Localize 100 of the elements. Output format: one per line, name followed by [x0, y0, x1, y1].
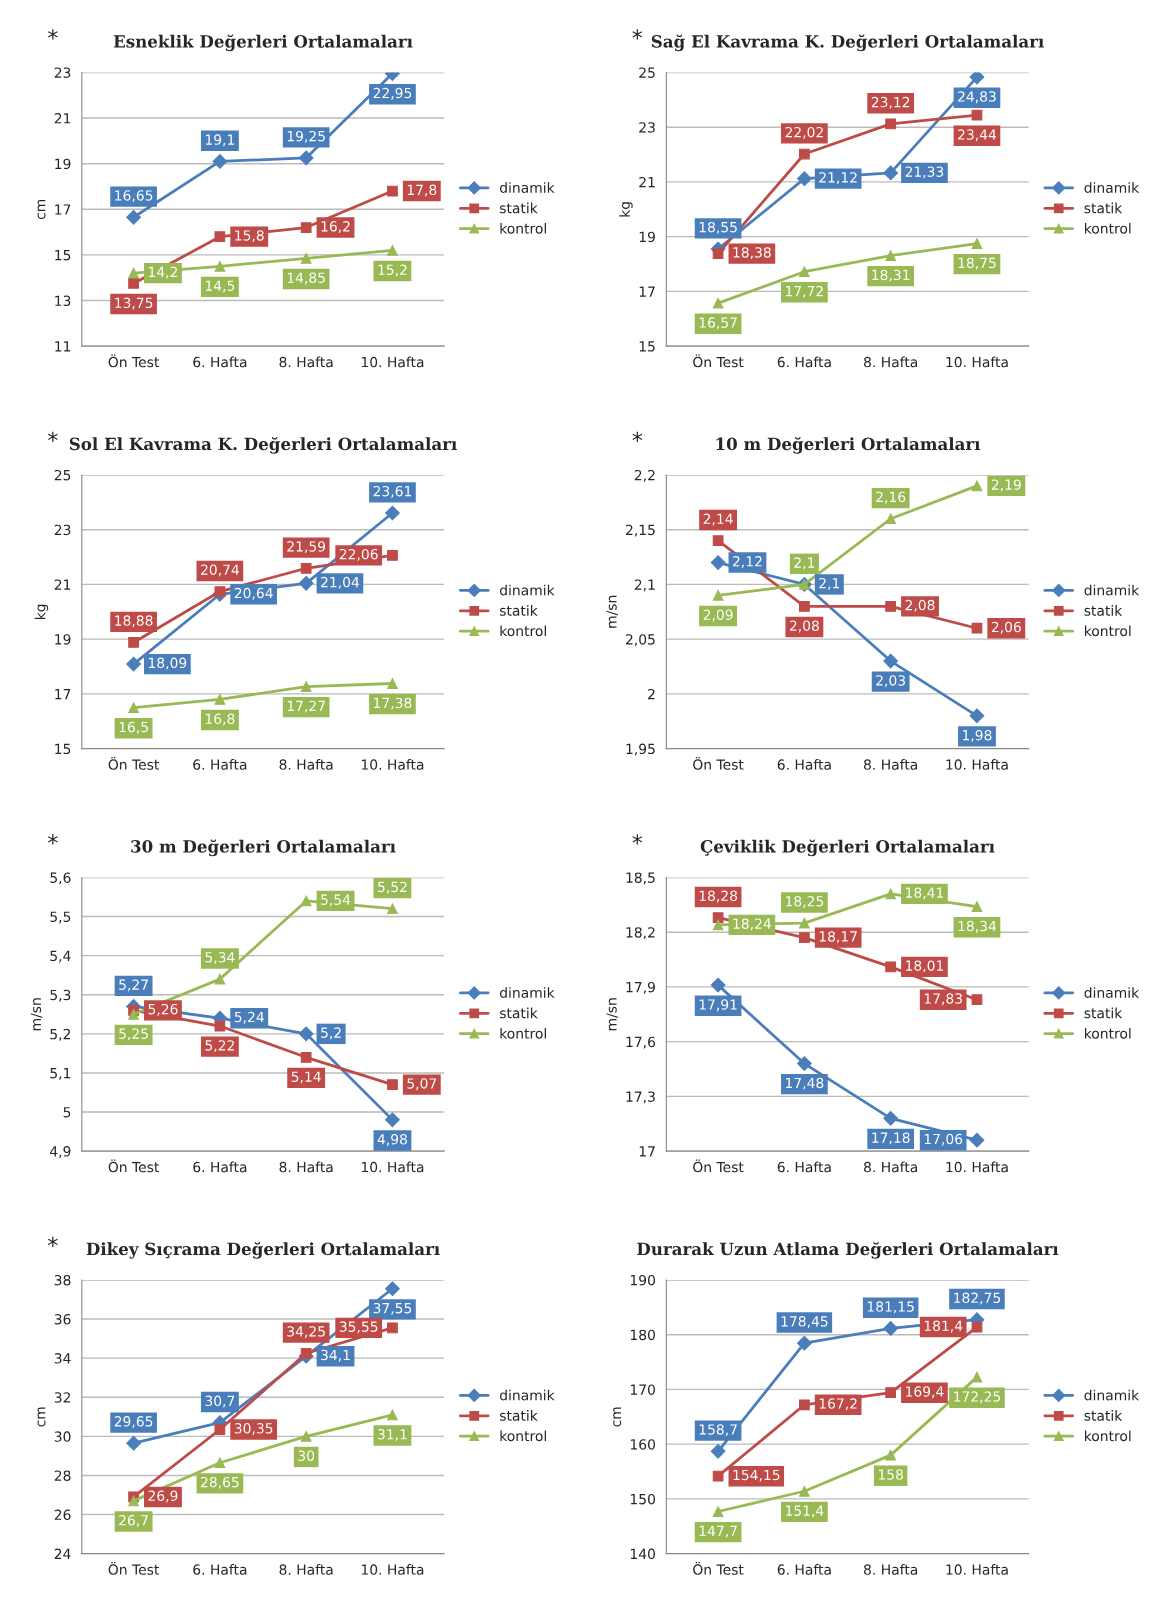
- point: [885, 888, 897, 900]
- point: [126, 656, 141, 672]
- point: [712, 1506, 724, 1517]
- y-tick-label: 17: [639, 1146, 655, 1157]
- y-tick-label: 19: [55, 634, 71, 645]
- y-tick-label: 23: [639, 122, 655, 133]
- x-tick-label: 8. Hafta: [279, 759, 333, 770]
- data-label: 15,2: [378, 264, 407, 277]
- data-label: 29,65: [114, 1416, 153, 1429]
- legend-label: statik: [499, 1007, 538, 1019]
- y-tick-label: 180: [630, 1329, 655, 1341]
- point: [300, 1051, 312, 1063]
- data-label: 20,64: [234, 587, 273, 600]
- x-tick-label: Ön Test: [108, 756, 160, 770]
- data-label: 19,1: [205, 134, 235, 147]
- point: [712, 248, 724, 260]
- point: [969, 708, 985, 724]
- legend-label: statik: [499, 1410, 538, 1421]
- x-tick-label: 6. Hafta: [193, 356, 247, 368]
- y-axis-title: m/sn: [606, 998, 618, 1031]
- point: [799, 1485, 810, 1497]
- data-label: 2,08: [789, 620, 819, 633]
- point: [387, 903, 398, 915]
- legend-label: statik: [1084, 605, 1123, 616]
- y-axis-title: kg: [34, 604, 49, 619]
- point: [128, 1008, 139, 1020]
- y-tick-label: 5,2: [50, 1028, 71, 1041]
- point: [214, 260, 226, 272]
- point: [971, 994, 983, 1006]
- y-tick-label: 2,15: [626, 524, 655, 537]
- text: *: [632, 431, 643, 442]
- data-label: 24,83: [958, 91, 996, 104]
- data-label: 15,8: [235, 230, 264, 243]
- x-tick-label: 6. Hafta: [777, 356, 831, 368]
- data-label: 158: [878, 1469, 903, 1480]
- y-tick-label: 21: [639, 176, 655, 188]
- x-tick-label: Ön Test: [693, 1561, 744, 1575]
- data-label: 5,27: [119, 979, 148, 992]
- y-tick-label: 26: [54, 1509, 71, 1521]
- y-axis-title: cm: [37, 1407, 46, 1427]
- y-tick-label: 17: [55, 204, 71, 215]
- data-label: 22,95: [373, 87, 412, 100]
- x-tick-label: 10. Hafta: [361, 356, 424, 368]
- data-label: 30,7: [205, 1395, 235, 1408]
- point: [300, 1430, 312, 1442]
- data-label: 13,75: [115, 297, 153, 310]
- x-tick-label: 10. Hafta: [361, 1161, 424, 1173]
- y-tick-label: 13: [55, 295, 71, 307]
- chart-title: Sağ El Kavrama K. Değerleri Ortalamaları: [651, 34, 1044, 52]
- point: [799, 266, 810, 278]
- y-tick-label: 34: [54, 1353, 71, 1364]
- point: [300, 252, 312, 264]
- data-label: 18,88: [115, 615, 153, 628]
- point: [712, 297, 724, 309]
- data-label: 18,25: [786, 895, 824, 908]
- y-tick-label: 15: [639, 341, 655, 352]
- point: [799, 917, 810, 929]
- y-tick-label: 23: [54, 524, 71, 536]
- data-label: 167,2: [819, 1398, 857, 1411]
- data-label: 26,7: [119, 1515, 148, 1527]
- data-label: 2,12: [733, 556, 762, 568]
- data-label: 30,35: [234, 1423, 273, 1435]
- legend-label: kontrol: [500, 625, 546, 637]
- y-axis-title: m/sn: [30, 998, 43, 1031]
- point: [126, 1435, 141, 1451]
- chart-title: Esneklik Değerleri Ortalamaları: [113, 34, 413, 52]
- point: [212, 154, 228, 169]
- point: [300, 222, 312, 233]
- data-label: 22,02: [785, 126, 823, 139]
- y-tick-label: 25: [639, 67, 655, 78]
- y-tick-label: 15: [55, 743, 71, 755]
- point: [885, 250, 897, 261]
- x-tick-label: 8. Hafta: [279, 1161, 333, 1173]
- x-tick-label: 8. Hafta: [279, 1564, 333, 1575]
- data-label: 2,09: [703, 609, 733, 622]
- chart-title: Durarak Uzun Atlama Değerleri Ortalamaları: [637, 1242, 1059, 1259]
- y-tick-label: 17,3: [626, 1091, 655, 1104]
- data-label: 23,44: [958, 129, 997, 142]
- y-tick-label: 17: [55, 689, 71, 700]
- legend-label: dinamik: [1084, 1389, 1140, 1401]
- point: [298, 150, 314, 166]
- data-label: 16,5: [119, 721, 148, 734]
- x-tick-label: 8. Hafta: [864, 1161, 918, 1173]
- y-tick-label: 5,5: [50, 911, 71, 924]
- x-tick-label: 10. Hafta: [946, 759, 1008, 770]
- text: *: [47, 834, 58, 845]
- data-label: 5,26: [148, 1003, 178, 1016]
- legend-label: kontrol: [1084, 1430, 1131, 1442]
- y-tick-label: 140: [630, 1548, 655, 1560]
- point: [883, 1321, 899, 1336]
- point: [128, 1495, 139, 1507]
- legend-label: kontrol: [500, 1027, 546, 1039]
- data-label: 5,22: [205, 1040, 234, 1053]
- data-label: 23,61: [373, 485, 412, 498]
- point: [885, 600, 897, 612]
- data-label: 5,54: [321, 894, 351, 907]
- data-label: 18,34: [958, 920, 997, 933]
- x-tick-label: Ön Test: [693, 1159, 744, 1173]
- y-tick-label: 190: [630, 1274, 655, 1286]
- legend-label: statik: [1084, 1007, 1123, 1019]
